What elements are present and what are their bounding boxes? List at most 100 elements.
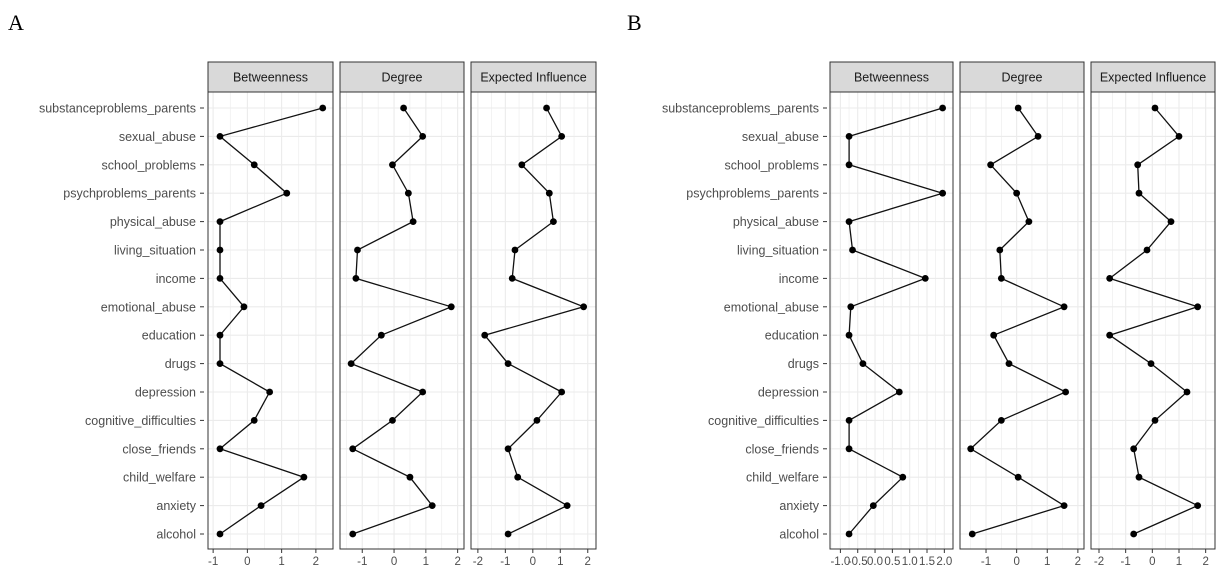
panel-letter: B <box>627 10 642 35</box>
data-point <box>558 388 566 396</box>
y-tick-label: education <box>765 329 819 343</box>
facet-title: Betweenness <box>233 71 308 85</box>
data-point <box>257 502 265 509</box>
data-point <box>389 417 396 424</box>
y-tick-label: living_situation <box>737 244 819 258</box>
data-point <box>216 445 224 453</box>
data-point <box>1005 360 1013 367</box>
x-tick-label: 1 <box>1044 556 1050 568</box>
series-line <box>218 107 323 535</box>
y-tick-label: substanceproblems_parents <box>39 102 196 116</box>
data-point <box>939 189 947 197</box>
y-tick-label: physical_abuse <box>110 215 196 229</box>
data-point <box>504 445 512 453</box>
panel-border <box>207 91 334 550</box>
data-point <box>1060 502 1068 509</box>
data-point <box>216 331 224 339</box>
x-tick-label: -1 <box>357 556 367 568</box>
facet-title: Degree <box>1002 71 1043 85</box>
x-tick-label: -1 <box>1121 556 1131 568</box>
data-point <box>377 331 385 339</box>
y-tick-label: emotional_abuse <box>101 300 196 314</box>
data-point <box>250 417 258 424</box>
x-tick-label: 1.0 <box>902 556 918 568</box>
data-point <box>319 104 327 112</box>
x-tick-label: 2.0 <box>936 556 952 568</box>
data-point <box>545 189 553 197</box>
data-point <box>543 104 550 112</box>
data-point <box>1175 133 1183 140</box>
data-point <box>347 360 355 367</box>
data-point <box>518 161 526 169</box>
y-tick-label: cognitive_difficulties <box>708 414 819 428</box>
x-tick-label: -0.5 <box>848 556 868 568</box>
data-point <box>1167 218 1175 226</box>
panel-border <box>339 91 465 550</box>
y-tick-label: emotional_abuse <box>724 300 819 314</box>
y-tick-label: close_friends <box>745 442 819 456</box>
facet-betweenness: Betweenness -1.0-0.5 0.0 0.5 1.0 1.5 2.0 <box>829 61 954 568</box>
y-tick-label: depression <box>758 386 819 400</box>
data-point <box>847 303 855 311</box>
facet-degree: Degree -1 0 1 2 <box>339 61 465 568</box>
data-point <box>404 189 412 197</box>
data-point <box>240 303 248 311</box>
data-point <box>1135 189 1143 197</box>
series-line <box>349 107 454 535</box>
x-tick-label: 2 <box>585 556 591 568</box>
data-point <box>352 275 360 282</box>
data-point <box>845 331 853 339</box>
data-point <box>563 502 571 509</box>
x-tick-label: 2 <box>454 556 460 568</box>
y-tick-label: alcohol <box>779 528 819 542</box>
data-point <box>967 445 975 453</box>
data-point <box>869 502 877 509</box>
data-point <box>550 218 557 226</box>
data-point <box>216 133 224 140</box>
data-point <box>1143 246 1151 254</box>
facet-title: Betweenness <box>854 71 929 85</box>
x-tick-label: 0 <box>530 556 536 568</box>
data-point <box>428 502 436 509</box>
y-tick-label: anxiety <box>779 499 819 513</box>
data-point <box>400 104 407 112</box>
data-point <box>511 246 519 254</box>
data-point <box>409 218 417 226</box>
y-tick-label: substanceproblems_parents <box>662 102 819 116</box>
x-tick-label: -1.0 <box>830 556 850 568</box>
plot-background <box>340 92 464 549</box>
y-tick-label: psychproblems_parents <box>63 187 196 201</box>
data-point <box>216 246 224 254</box>
data-point <box>1013 189 1021 197</box>
data-point <box>300 473 308 481</box>
x-tick-label: 2 <box>313 556 319 568</box>
y-tick-label: drugs <box>165 357 196 371</box>
data-point <box>349 530 357 538</box>
x-tick-label: 0 <box>244 556 250 568</box>
data-point <box>508 275 516 282</box>
data-point <box>1062 388 1070 396</box>
data-point <box>990 331 998 339</box>
data-point <box>1151 104 1159 112</box>
y-tick-label: depression <box>135 386 196 400</box>
data-point <box>1034 133 1042 140</box>
facet-expected-influence: Expected Influence -2 -1 0 1 2 <box>470 61 597 568</box>
data-point <box>1135 473 1143 481</box>
data-point <box>1134 161 1142 169</box>
panel-border <box>470 91 597 550</box>
plot-background <box>208 92 333 549</box>
data-point <box>216 275 224 282</box>
data-point <box>349 445 357 453</box>
data-point <box>1106 275 1114 282</box>
data-point <box>845 161 853 169</box>
x-tick-label: 1 <box>557 556 563 568</box>
data-point <box>504 360 512 367</box>
panel-border <box>1090 91 1216 550</box>
data-point <box>1060 303 1068 311</box>
x-tick-label: -1 <box>500 556 510 568</box>
data-point <box>283 189 291 197</box>
data-point <box>216 218 224 226</box>
data-point <box>216 360 224 367</box>
